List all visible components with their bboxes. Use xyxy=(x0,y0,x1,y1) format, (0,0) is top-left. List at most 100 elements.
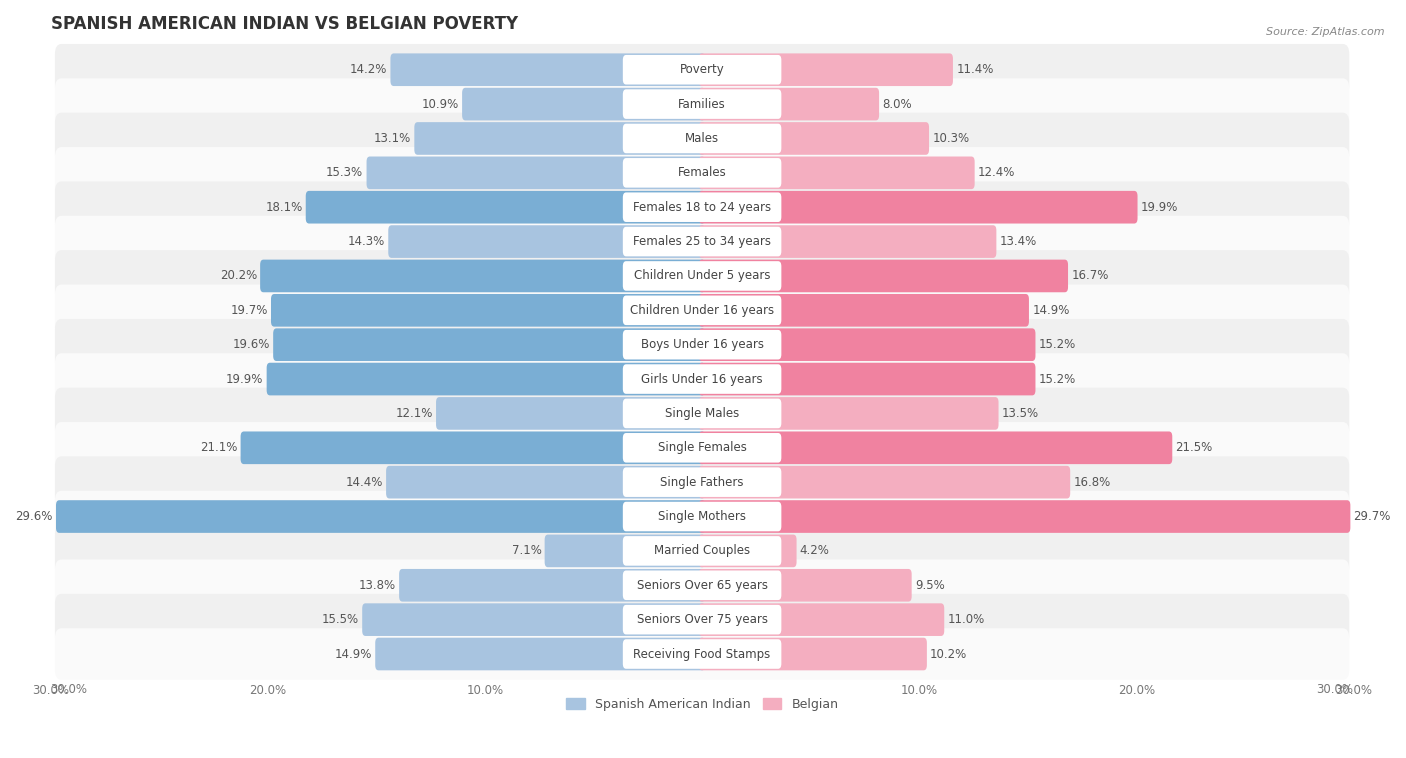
FancyBboxPatch shape xyxy=(623,468,782,497)
Text: Poverty: Poverty xyxy=(679,63,724,77)
FancyBboxPatch shape xyxy=(55,628,1350,680)
FancyBboxPatch shape xyxy=(623,639,782,669)
FancyBboxPatch shape xyxy=(55,216,1350,268)
FancyBboxPatch shape xyxy=(699,294,1029,327)
Text: 15.2%: 15.2% xyxy=(1039,338,1076,351)
FancyBboxPatch shape xyxy=(623,536,782,565)
Text: 12.1%: 12.1% xyxy=(395,407,433,420)
Text: 19.9%: 19.9% xyxy=(1140,201,1178,214)
Text: 13.8%: 13.8% xyxy=(359,579,396,592)
FancyBboxPatch shape xyxy=(271,294,706,327)
Text: 9.5%: 9.5% xyxy=(915,579,945,592)
FancyBboxPatch shape xyxy=(240,431,706,464)
FancyBboxPatch shape xyxy=(436,397,706,430)
FancyBboxPatch shape xyxy=(55,147,1350,199)
FancyBboxPatch shape xyxy=(699,466,1070,499)
FancyBboxPatch shape xyxy=(699,569,911,602)
FancyBboxPatch shape xyxy=(55,319,1350,371)
Text: SPANISH AMERICAN INDIAN VS BELGIAN POVERTY: SPANISH AMERICAN INDIAN VS BELGIAN POVER… xyxy=(51,15,517,33)
FancyBboxPatch shape xyxy=(623,433,782,462)
Text: 20.2%: 20.2% xyxy=(219,269,257,283)
Text: 4.2%: 4.2% xyxy=(800,544,830,557)
Text: 14.9%: 14.9% xyxy=(1032,304,1070,317)
Text: 19.7%: 19.7% xyxy=(231,304,267,317)
FancyBboxPatch shape xyxy=(699,534,797,567)
Text: 8.0%: 8.0% xyxy=(883,98,912,111)
Text: 10.3%: 10.3% xyxy=(932,132,969,145)
FancyBboxPatch shape xyxy=(463,88,706,121)
Text: Receiving Food Stamps: Receiving Food Stamps xyxy=(634,647,770,660)
Text: 15.3%: 15.3% xyxy=(326,166,363,180)
Legend: Spanish American Indian, Belgian: Spanish American Indian, Belgian xyxy=(561,693,844,716)
FancyBboxPatch shape xyxy=(544,534,706,567)
Text: 21.5%: 21.5% xyxy=(1175,441,1213,454)
Text: 29.7%: 29.7% xyxy=(1354,510,1391,523)
Text: Males: Males xyxy=(685,132,718,145)
FancyBboxPatch shape xyxy=(623,262,782,291)
FancyBboxPatch shape xyxy=(699,260,1069,293)
FancyBboxPatch shape xyxy=(623,571,782,600)
FancyBboxPatch shape xyxy=(699,603,945,636)
Text: 16.7%: 16.7% xyxy=(1071,269,1109,283)
FancyBboxPatch shape xyxy=(55,490,1350,542)
Text: 14.2%: 14.2% xyxy=(350,63,387,77)
FancyBboxPatch shape xyxy=(699,328,1035,361)
Text: 10.9%: 10.9% xyxy=(422,98,458,111)
Text: Females 18 to 24 years: Females 18 to 24 years xyxy=(633,201,770,214)
FancyBboxPatch shape xyxy=(699,156,974,190)
Text: 11.0%: 11.0% xyxy=(948,613,984,626)
FancyBboxPatch shape xyxy=(623,193,782,222)
Text: Females: Females xyxy=(678,166,727,180)
Text: 14.3%: 14.3% xyxy=(347,235,385,248)
FancyBboxPatch shape xyxy=(415,122,706,155)
FancyBboxPatch shape xyxy=(623,502,782,531)
Text: 14.4%: 14.4% xyxy=(346,476,382,489)
Text: 13.5%: 13.5% xyxy=(1002,407,1039,420)
FancyBboxPatch shape xyxy=(367,156,706,190)
FancyBboxPatch shape xyxy=(56,500,706,533)
FancyBboxPatch shape xyxy=(363,603,706,636)
FancyBboxPatch shape xyxy=(699,397,998,430)
FancyBboxPatch shape xyxy=(623,365,782,394)
FancyBboxPatch shape xyxy=(623,55,782,84)
Text: 10.2%: 10.2% xyxy=(931,647,967,660)
Text: Single Males: Single Males xyxy=(665,407,740,420)
Text: 18.1%: 18.1% xyxy=(266,201,302,214)
FancyBboxPatch shape xyxy=(55,559,1350,611)
FancyBboxPatch shape xyxy=(399,569,706,602)
FancyBboxPatch shape xyxy=(55,181,1350,233)
FancyBboxPatch shape xyxy=(387,466,706,499)
FancyBboxPatch shape xyxy=(55,525,1350,577)
FancyBboxPatch shape xyxy=(375,637,706,670)
FancyBboxPatch shape xyxy=(273,328,706,361)
Text: 13.1%: 13.1% xyxy=(374,132,411,145)
FancyBboxPatch shape xyxy=(699,637,927,670)
Text: 12.4%: 12.4% xyxy=(979,166,1015,180)
FancyBboxPatch shape xyxy=(55,78,1350,130)
FancyBboxPatch shape xyxy=(623,89,782,119)
Text: 16.8%: 16.8% xyxy=(1073,476,1111,489)
Text: 30.0%: 30.0% xyxy=(1316,683,1354,697)
Text: Single Females: Single Females xyxy=(658,441,747,454)
Text: 15.2%: 15.2% xyxy=(1039,372,1076,386)
FancyBboxPatch shape xyxy=(699,500,1350,533)
FancyBboxPatch shape xyxy=(699,53,953,86)
Text: Children Under 16 years: Children Under 16 years xyxy=(630,304,775,317)
FancyBboxPatch shape xyxy=(699,431,1173,464)
Text: Girls Under 16 years: Girls Under 16 years xyxy=(641,372,763,386)
FancyBboxPatch shape xyxy=(55,44,1350,96)
Text: 13.4%: 13.4% xyxy=(1000,235,1036,248)
Text: 21.1%: 21.1% xyxy=(200,441,238,454)
FancyBboxPatch shape xyxy=(55,353,1350,405)
FancyBboxPatch shape xyxy=(388,225,706,258)
Text: Married Couples: Married Couples xyxy=(654,544,751,557)
Text: Females 25 to 34 years: Females 25 to 34 years xyxy=(633,235,770,248)
FancyBboxPatch shape xyxy=(623,124,782,153)
Text: Source: ZipAtlas.com: Source: ZipAtlas.com xyxy=(1267,27,1385,36)
Text: 19.9%: 19.9% xyxy=(226,372,263,386)
FancyBboxPatch shape xyxy=(699,363,1035,396)
Text: Single Mothers: Single Mothers xyxy=(658,510,747,523)
Text: 15.5%: 15.5% xyxy=(322,613,359,626)
FancyBboxPatch shape xyxy=(623,296,782,325)
Text: Families: Families xyxy=(678,98,725,111)
